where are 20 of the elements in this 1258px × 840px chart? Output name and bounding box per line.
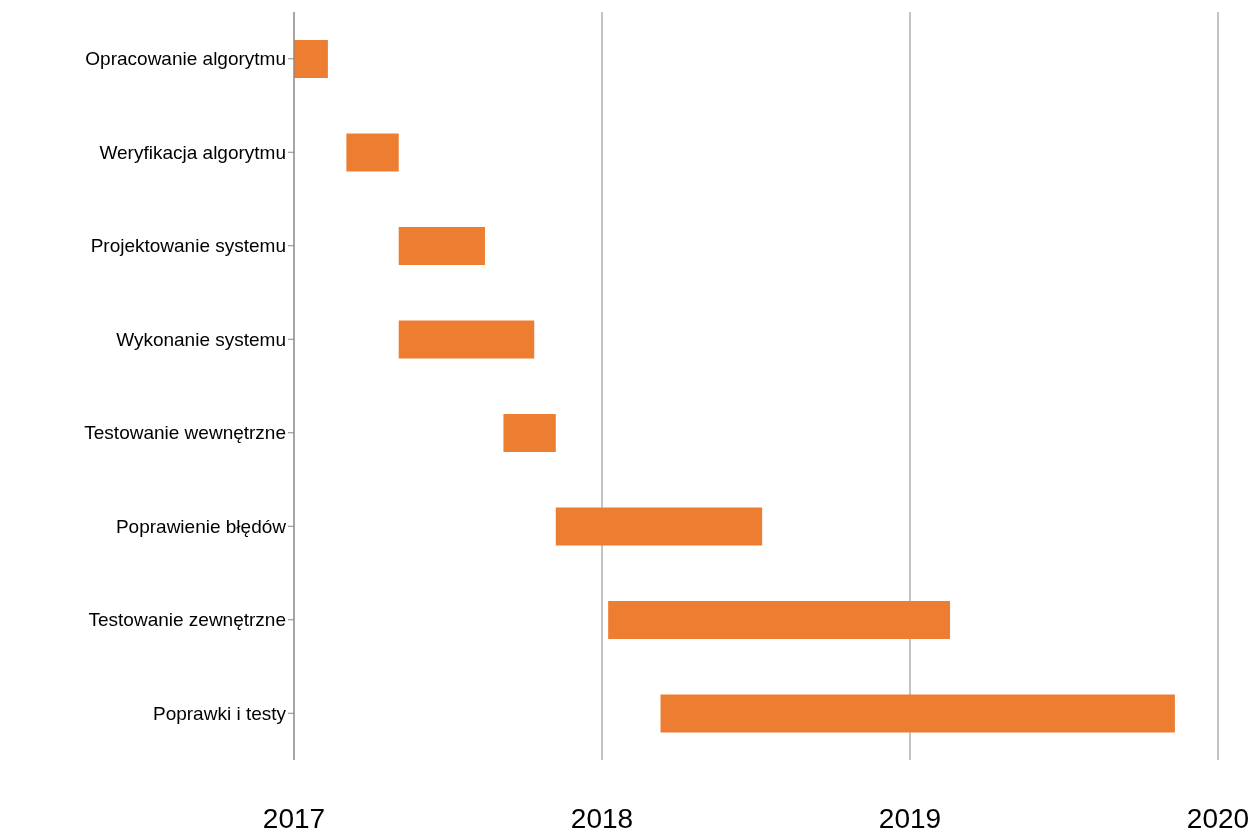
y-tick-label: Projektowanie systemu <box>90 235 286 257</box>
x-tick-label: 2019 <box>878 802 942 834</box>
y-tick-label: Testowanie zewnętrzne <box>88 609 286 631</box>
y-tick-label: Testowanie wewnętrzne <box>84 422 286 444</box>
bar <box>660 694 1175 733</box>
x-tick-label: 2020 <box>1186 802 1250 834</box>
bar <box>398 227 485 265</box>
bar <box>555 507 763 546</box>
bar <box>398 320 535 359</box>
y-tick-label: Poprawki i testy <box>152 702 287 724</box>
x-tick-label: 2018 <box>570 802 634 834</box>
bar <box>608 601 951 639</box>
bar <box>503 414 556 452</box>
y-tick-label: Opracowanie algorytmu <box>85 48 286 70</box>
y-tick-label: Wykonanie systemu <box>116 328 286 350</box>
bar <box>294 40 328 78</box>
y-tick-label: Poprawienie błędów <box>115 515 287 537</box>
y-tick-label: Weryfikacja algorytmu <box>99 141 286 163</box>
x-tick-label: 2017 <box>262 802 326 834</box>
bar <box>346 133 399 172</box>
